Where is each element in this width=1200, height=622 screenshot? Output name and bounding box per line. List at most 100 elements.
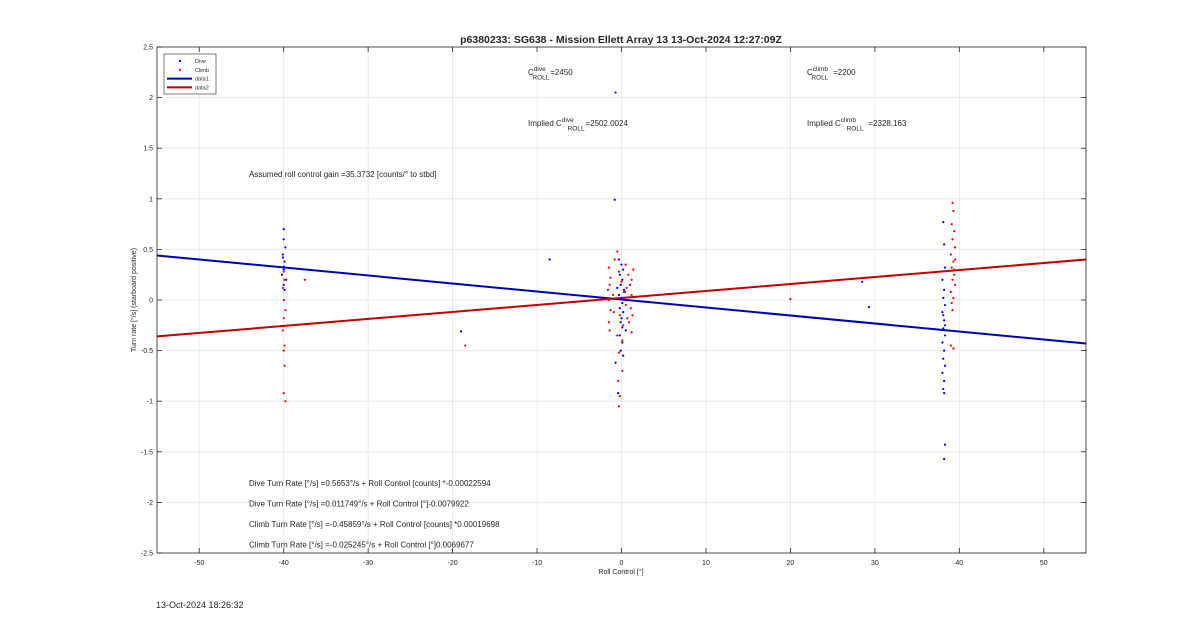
- point-climb: [282, 349, 285, 352]
- point-dive: [280, 273, 284, 276]
- point-climb: [612, 311, 615, 314]
- fit-line-data1: [156, 254, 1087, 345]
- point-dive: [624, 329, 627, 332]
- fit-equation: Dive Turn Rate [°/s] =0.011749°/s + Roll…: [249, 500, 469, 509]
- point-climb: [617, 379, 620, 383]
- point-climb: [611, 293, 615, 297]
- point-dive: [282, 268, 285, 271]
- point-dive: [281, 253, 284, 256]
- point-climb: [608, 283, 611, 286]
- point-climb: [625, 286, 628, 289]
- point-climb: [607, 298, 610, 302]
- point-dive: [867, 305, 871, 309]
- point-climb: [303, 278, 306, 281]
- footer-timestamp: 13-Oct-2024 18:26:32: [156, 600, 244, 610]
- y-tick-label: 2: [149, 95, 153, 102]
- point-climb: [282, 392, 285, 395]
- point-dive: [282, 283, 285, 286]
- point-dive: [622, 354, 625, 357]
- point-climb: [628, 321, 631, 324]
- implied-c-roll-climb-label: Implied Cclimb ROLL =2328.163: [807, 117, 907, 133]
- legend: Dive Climb data1 data2: [163, 53, 217, 95]
- point-climb: [609, 276, 612, 279]
- point-dive: [943, 349, 946, 352]
- point-climb: [949, 290, 952, 294]
- point-dive: [620, 296, 623, 300]
- x-tick-label: 30: [871, 560, 879, 567]
- point-climb: [953, 246, 957, 249]
- point-climb: [281, 329, 284, 332]
- point-dive: [943, 443, 947, 446]
- point-dive: [285, 278, 288, 281]
- y-tick-label: -2.5: [141, 551, 153, 558]
- point-climb: [607, 266, 610, 269]
- point-climb: [606, 288, 610, 291]
- point-dive: [618, 306, 621, 310]
- point-dive: [943, 319, 946, 322]
- point-dive: [548, 258, 551, 261]
- point-climb: [609, 309, 612, 312]
- point-dive: [617, 293, 621, 297]
- implied-c-roll-dive-label-sup: dive: [562, 117, 574, 124]
- point-climb: [622, 324, 625, 327]
- point-climb: [630, 293, 633, 297]
- implied-c-roll-dive-label: Implied Cdive ROLL =2502.0024: [528, 117, 628, 133]
- point-dive: [617, 392, 620, 395]
- point-climb: [952, 347, 955, 350]
- point-dive: [283, 260, 286, 263]
- point-dive: [941, 341, 944, 344]
- implied-c-roll-climb-label-sub: ROLL: [847, 126, 864, 133]
- y-tick-label: 1.5: [143, 146, 153, 153]
- point-climb: [617, 351, 621, 354]
- point-climb: [630, 331, 633, 334]
- point-dive: [619, 349, 622, 352]
- point-climb: [952, 296, 955, 300]
- point-climb: [622, 290, 626, 294]
- point-dive: [459, 330, 463, 333]
- implied-c-roll-dive-label-prefix: Implied C: [528, 119, 562, 128]
- point-dive: [617, 258, 621, 261]
- x-axis-label: Roll Control [°]: [598, 568, 643, 576]
- point-dive: [621, 278, 624, 281]
- fit-equation: Climb Turn Rate [°/s] =-0.025245°/s + Ro…: [249, 541, 474, 550]
- x-tick-label: -50: [194, 560, 204, 567]
- point-climb: [951, 201, 954, 204]
- point-dive: [942, 314, 945, 317]
- point-climb: [283, 278, 286, 281]
- point-climb: [950, 301, 953, 305]
- point-climb: [282, 317, 285, 320]
- point-dive: [943, 334, 947, 337]
- point-dive: [943, 392, 946, 395]
- point-dive: [622, 288, 626, 291]
- point-dive: [282, 238, 285, 241]
- point-climb: [953, 230, 956, 233]
- point-climb: [627, 273, 630, 276]
- fit-equation: Climb Turn Rate [°/s] =-0.45859°/s + Rol…: [249, 520, 500, 529]
- point-dive: [942, 220, 945, 224]
- point-climb: [789, 297, 792, 301]
- point-dive: [943, 288, 946, 291]
- y-tick-label: 1: [149, 196, 153, 203]
- point-climb: [618, 395, 621, 398]
- point-dive: [943, 303, 947, 307]
- point-dive: [619, 283, 622, 286]
- y-tick-label: -1.5: [141, 449, 153, 456]
- c-roll-dive-label: Cdive ROLL =2450: [528, 66, 573, 82]
- data-points: [280, 91, 957, 460]
- point-climb: [617, 405, 621, 408]
- point-climb: [952, 209, 955, 213]
- x-tick-label: -40: [279, 560, 289, 567]
- point-dive: [282, 265, 285, 268]
- point-climb: [950, 266, 953, 269]
- point-climb: [631, 314, 634, 317]
- y-tick-label: -2: [147, 500, 153, 507]
- point-dive: [614, 361, 617, 364]
- point-dive: [861, 280, 864, 283]
- point-dive: [941, 278, 944, 281]
- point-climb: [630, 278, 633, 281]
- point-dive: [943, 324, 947, 327]
- annotations: Cdive ROLL =2450 Cclimb ROLL =2200 Implied C…: [249, 66, 907, 550]
- point-dive: [941, 311, 944, 314]
- point-dive: [621, 301, 624, 305]
